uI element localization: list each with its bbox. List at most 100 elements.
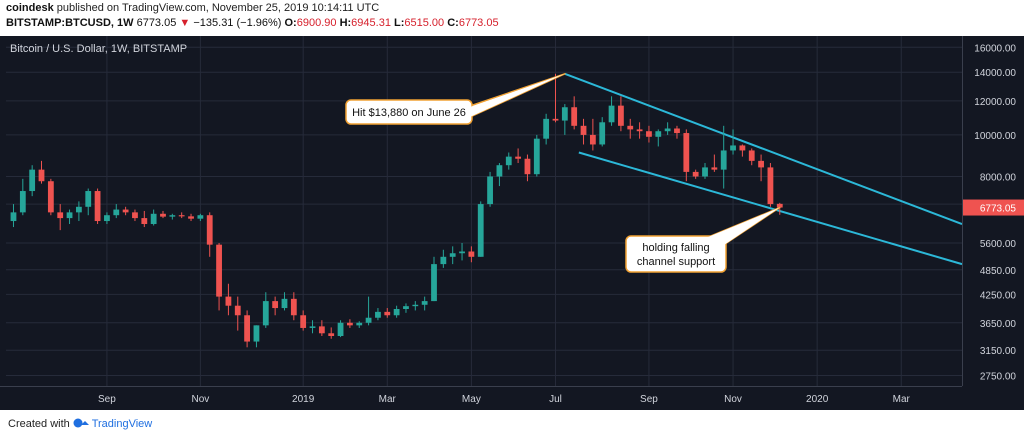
y-tick-label[interactable]: 3150.00 [980, 346, 1017, 357]
price-chart[interactable]: 2750.00 3150.00 3650.00 4250.00 4850.00 5600.… [0, 36, 1024, 410]
y-tick-label[interactable]: 14000.00 [974, 68, 1016, 79]
candle-body[interactable] [431, 264, 437, 302]
x-tick-label[interactable]: Mar [893, 394, 911, 405]
x-tick-label[interactable]: 2019 [292, 394, 315, 405]
candle-body[interactable] [730, 145, 736, 151]
candle-body[interactable] [561, 107, 568, 121]
candle-body[interactable] [188, 216, 194, 219]
candle-body[interactable] [160, 213, 166, 217]
candle-body[interactable] [692, 171, 699, 177]
candle-body[interactable] [253, 325, 260, 342]
candle-body[interactable] [533, 138, 540, 175]
candle-body[interactable] [739, 145, 746, 151]
candle-body[interactable] [300, 315, 307, 328]
candle-body[interactable] [449, 253, 456, 257]
y-tick-label[interactable]: 5600.00 [980, 239, 1017, 250]
candle-body[interactable] [515, 156, 522, 159]
candle-body[interactable] [393, 308, 400, 316]
candle-body[interactable] [272, 301, 279, 309]
candle-body[interactable] [524, 158, 531, 175]
footer-brand[interactable]: TradingView [91, 418, 153, 430]
last-price-tag[interactable] [963, 199, 1024, 216]
candle-body[interactable] [85, 191, 92, 207]
candle-body[interactable] [347, 322, 353, 326]
x-tick-label[interactable]: May [462, 394, 481, 405]
candle-body[interactable] [720, 150, 727, 170]
candle-body[interactable] [664, 128, 671, 132]
candle-body[interactable] [104, 215, 110, 222]
candle-body[interactable] [459, 251, 465, 254]
candle-body[interactable] [337, 322, 344, 336]
candle-body[interactable] [262, 301, 269, 326]
candle-body[interactable] [618, 105, 624, 126]
candle-body[interactable] [169, 215, 176, 217]
candle-body[interactable] [216, 244, 222, 297]
candle-body[interactable] [767, 167, 774, 205]
candle-body[interactable] [206, 215, 213, 245]
candle-body[interactable] [38, 169, 45, 182]
candle-body[interactable] [552, 118, 559, 121]
candle-body[interactable] [543, 118, 550, 139]
candle-body[interactable] [702, 167, 708, 177]
x-tick-label[interactable]: Nov [724, 394, 742, 405]
candles[interactable] [10, 73, 783, 348]
candle-body[interactable] [290, 298, 297, 316]
candle-body[interactable] [75, 206, 82, 213]
y-tick-label[interactable]: 10000.00 [974, 131, 1016, 142]
candle-body[interactable] [421, 301, 428, 305]
candle-body[interactable] [66, 212, 73, 219]
candle-body[interactable] [122, 209, 129, 213]
candle-body[interactable] [711, 167, 718, 170]
time-axis[interactable]: Sep Nov 2019 Mar May Jul Sep Nov 2020 Mar [0, 386, 962, 406]
candle-body[interactable] [571, 107, 578, 126]
candle-body[interactable] [318, 326, 325, 334]
candle-body[interactable] [29, 169, 36, 192]
candle-body[interactable] [19, 191, 26, 213]
candle-body[interactable] [505, 156, 512, 166]
candle-body[interactable] [10, 212, 17, 222]
candle-body[interactable] [748, 150, 755, 161]
candle-body[interactable] [234, 305, 241, 316]
candle-body[interactable] [477, 204, 484, 257]
publisher-brand[interactable]: coindesk [6, 2, 54, 14]
x-tick-label[interactable]: Sep [640, 394, 658, 405]
x-tick-label[interactable]: Mar [379, 394, 397, 405]
price-axis[interactable]: 2750.00 3150.00 3650.00 4250.00 4850.00 5600.… [962, 36, 1024, 410]
candle-body[interactable] [599, 122, 606, 145]
candle-body[interactable] [132, 212, 138, 219]
candle-body[interactable] [356, 322, 363, 326]
x-tick-label[interactable]: 2020 [806, 394, 829, 405]
candle-body[interactable] [141, 218, 148, 225]
candle-body[interactable] [636, 129, 643, 132]
candle-body[interactable] [468, 251, 475, 257]
candle-body[interactable] [197, 215, 204, 219]
y-tick-label[interactable]: 2750.00 [980, 372, 1017, 383]
candle-body[interactable] [375, 311, 381, 318]
candle-body[interactable] [113, 209, 120, 216]
candle-body[interactable] [776, 203, 783, 208]
candle-body[interactable] [580, 125, 587, 135]
candle-body[interactable] [589, 134, 596, 145]
candle-body[interactable] [225, 296, 232, 306]
candle-body[interactable] [281, 298, 288, 309]
candle-body[interactable] [655, 131, 662, 137]
x-tick-label[interactable]: Jul [549, 394, 562, 405]
candle-body[interactable] [384, 311, 391, 316]
candle-body[interactable] [309, 326, 316, 328]
y-tick-label[interactable]: 16000.00 [974, 43, 1016, 54]
candle-body[interactable] [487, 176, 493, 205]
candle-body[interactable] [150, 213, 157, 225]
candle-body[interactable] [683, 133, 690, 172]
candle-body[interactable] [646, 131, 652, 137]
y-tick-label[interactable]: 4250.00 [980, 290, 1017, 301]
y-tick-label[interactable]: 3650.00 [980, 319, 1017, 330]
candle-body[interactable] [627, 125, 634, 130]
candle-body[interactable] [412, 304, 419, 307]
y-tick-label[interactable]: 12000.00 [974, 97, 1016, 108]
candle-body[interactable] [47, 181, 54, 213]
candle-body[interactable] [365, 317, 372, 323]
x-tick-label[interactable]: Sep [98, 394, 116, 405]
candle-body[interactable] [57, 212, 64, 219]
x-tick-label[interactable]: Nov [191, 394, 209, 405]
candle-body[interactable] [178, 215, 185, 217]
